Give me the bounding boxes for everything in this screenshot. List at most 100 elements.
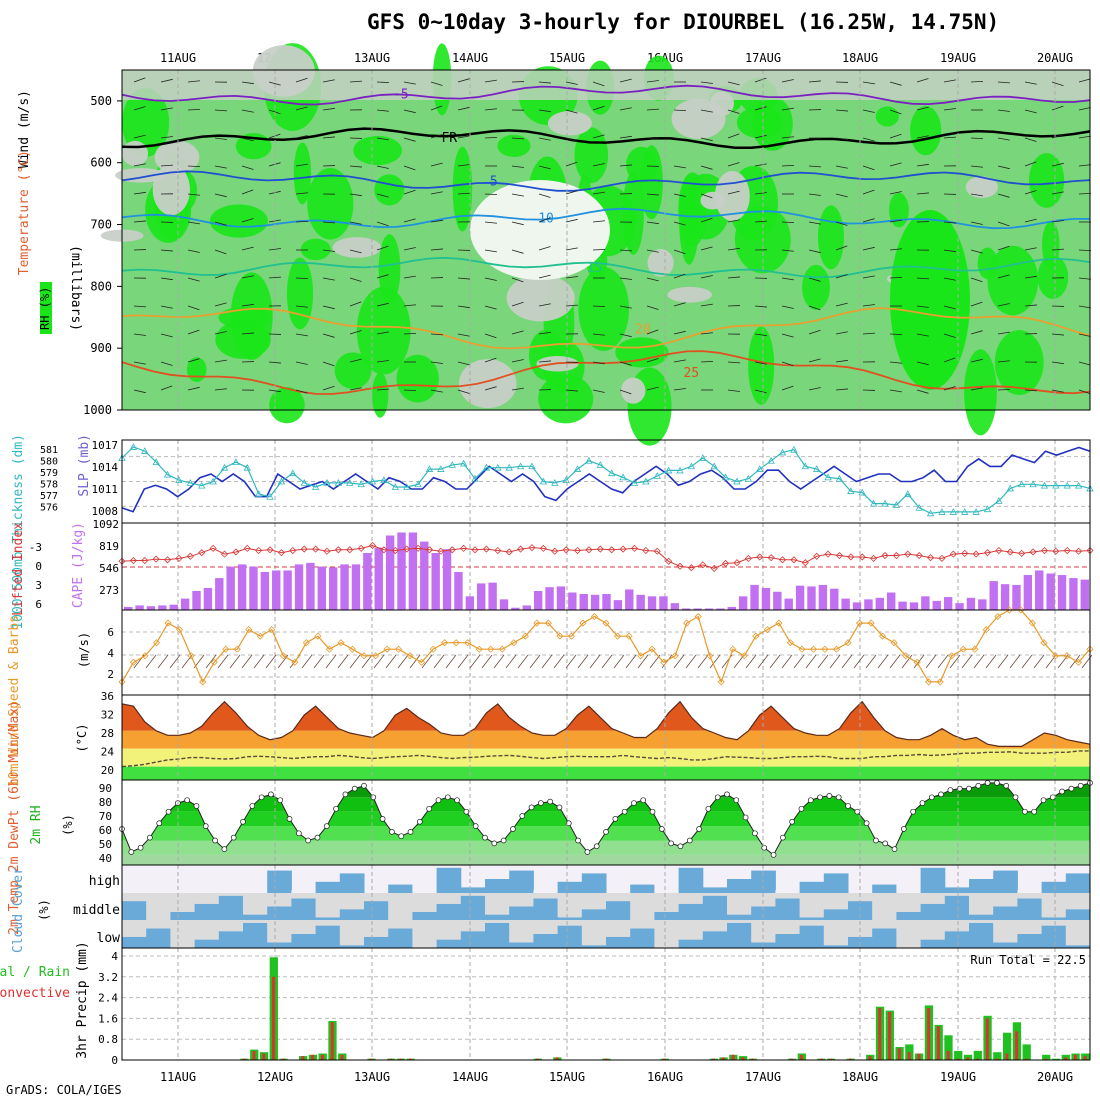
cloud-cell-clear xyxy=(122,920,147,937)
wind-barb-10m xyxy=(793,654,805,669)
wind-barb-10m xyxy=(1069,654,1081,669)
wind-barb-10m xyxy=(493,654,505,669)
li-marker xyxy=(744,554,752,562)
cape-bar xyxy=(613,600,623,610)
wind-barb xyxy=(646,249,659,253)
cloud-cell xyxy=(557,925,583,948)
li-marker xyxy=(1006,548,1014,556)
wind-barb xyxy=(268,248,281,251)
li-tick-label: 6 xyxy=(35,598,42,611)
wind-barb xyxy=(1051,191,1064,195)
cloud-cell-clear xyxy=(823,893,849,910)
wind-barb-10m xyxy=(937,654,949,669)
cloud-cell xyxy=(630,928,655,948)
cloud-cell xyxy=(727,922,752,948)
cloud-cell-clear xyxy=(727,893,752,915)
li-marker xyxy=(551,547,559,555)
wind-barb-10m xyxy=(517,654,529,669)
cape-bar xyxy=(385,535,395,610)
precip-axis-label: 3hr Precip (mm) xyxy=(75,941,90,1058)
cloud-cell xyxy=(678,939,704,948)
li-marker xyxy=(801,559,809,567)
wind-speed-marker xyxy=(994,612,1002,621)
precip-conv-bar xyxy=(800,1054,804,1060)
wind-barb xyxy=(133,389,146,394)
wind-barb xyxy=(187,80,200,83)
li-marker xyxy=(892,551,900,560)
wind-barb xyxy=(376,81,390,84)
li-marker xyxy=(323,547,331,555)
wind-barb xyxy=(862,304,875,307)
cloud-cell xyxy=(702,931,728,948)
wind-barb-10m xyxy=(577,654,589,669)
cloud-cell xyxy=(243,879,268,893)
temp-axis-label: 2m Temp 2m DewPt (6hr Min/Max) xyxy=(7,700,22,935)
rh2m-marker xyxy=(193,803,200,809)
thickness-marker xyxy=(152,458,160,466)
wind-legend-label: Wind (m/s) xyxy=(17,90,32,168)
wind-barb xyxy=(214,165,227,169)
precip-conv-bar xyxy=(985,1018,989,1060)
date-label-bottom: 19AUG xyxy=(940,1070,976,1084)
wind-barb xyxy=(673,193,686,197)
thickness-marker xyxy=(494,463,502,471)
wind-barb xyxy=(1024,218,1037,223)
dewpoint-line xyxy=(121,750,1090,768)
cloud-cell xyxy=(194,903,220,920)
wind-barb xyxy=(214,221,227,226)
cloud-cell xyxy=(509,906,534,920)
cloud-cell xyxy=(1017,898,1043,920)
wind-barb xyxy=(916,135,929,139)
cloud-cell xyxy=(775,890,801,893)
rh2m-marker xyxy=(640,797,647,804)
cloud-cell xyxy=(702,887,728,893)
precip-total-rain-label: Total / Rain xyxy=(0,965,70,980)
thickness-marker xyxy=(915,503,923,511)
cloud-cell-clear xyxy=(848,893,873,902)
thickness-marker xyxy=(311,483,320,490)
rh-dry-patch xyxy=(667,286,712,303)
temp-unit-label: (°C) xyxy=(75,724,89,753)
wind-barb xyxy=(457,389,470,394)
cloud-cell-clear xyxy=(509,893,534,907)
cloud-cell-clear xyxy=(702,920,728,932)
wind-barb xyxy=(322,277,335,281)
li-marker xyxy=(243,544,251,552)
cloud-cell xyxy=(267,870,292,893)
wind-speed-marker xyxy=(717,678,725,686)
rh2m-marker xyxy=(416,818,423,825)
li-marker xyxy=(403,545,411,553)
rh-moist-patch xyxy=(209,204,268,238)
wind-speed-marker xyxy=(556,632,564,640)
wind-barb xyxy=(349,301,362,307)
wind-barb-10m xyxy=(349,654,361,669)
wind-barb xyxy=(700,275,713,279)
cloud-cell xyxy=(533,890,559,893)
thickness-marker xyxy=(881,499,889,507)
rh2m-marker xyxy=(482,834,488,841)
rh-moist-patch xyxy=(890,210,970,390)
wind-speed-marker xyxy=(936,678,944,686)
wind-barb xyxy=(295,277,309,280)
precip-tick-label: 3.2 xyxy=(98,971,118,984)
cape-bar xyxy=(249,566,258,610)
wind-barb xyxy=(889,248,902,251)
li-marker xyxy=(312,545,320,553)
cloud-cell-clear xyxy=(557,893,583,918)
cloud-cell xyxy=(799,925,825,948)
rh2m-marker xyxy=(798,805,805,812)
wind-speed-marker xyxy=(141,652,149,660)
cloud-cell-clear xyxy=(969,920,994,923)
thickness-marker xyxy=(551,479,559,486)
cloud-cell xyxy=(1017,934,1043,948)
wind-speed-marker xyxy=(233,645,241,653)
wind-speed-marker xyxy=(637,652,645,660)
wind-speed-marker xyxy=(982,626,990,634)
rh2m-marker xyxy=(873,837,879,844)
wind-barb xyxy=(862,189,875,195)
rh-moist-patch xyxy=(293,142,312,205)
wind-barb xyxy=(943,305,956,310)
wind-barb xyxy=(511,387,524,391)
precip-conv-bar xyxy=(936,1026,940,1060)
rh2m-marker xyxy=(1040,797,1047,804)
